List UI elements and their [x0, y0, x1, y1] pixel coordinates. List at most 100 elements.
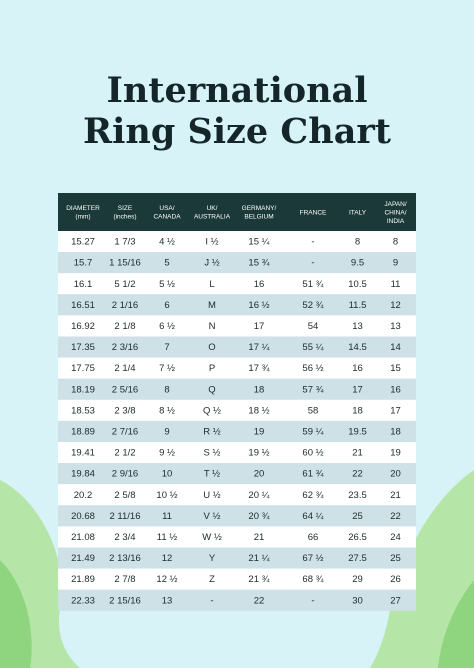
table-cell: 21: [254, 532, 265, 543]
table-cell: 62 ¾: [302, 490, 324, 501]
table-cell: Y: [209, 553, 216, 564]
table-cell: 22.33: [71, 595, 95, 606]
table-cell: 2 11/16: [110, 511, 141, 522]
table-cell: 19 ½: [248, 448, 269, 459]
table-cell: 2 5/8: [114, 490, 135, 501]
table-cell: T ½: [204, 469, 220, 480]
table-cell: 14: [390, 342, 401, 353]
table-cell: 16.1: [74, 279, 93, 290]
table-cell: 22: [390, 511, 401, 522]
table-cell: 2 7/8: [114, 574, 135, 585]
table-cell: 18.53: [71, 405, 95, 416]
table-cell: 20: [254, 469, 265, 480]
table-cell: 16: [254, 279, 265, 290]
table-row: [58, 526, 416, 548]
column-header: DIAMETER: [66, 205, 100, 212]
table-row: [58, 568, 416, 590]
table-cell: 29: [352, 574, 363, 585]
table-cell: V ½: [204, 511, 221, 522]
table-cell: 13: [352, 321, 363, 332]
table-cell: 19.84: [71, 469, 95, 480]
table-row: [58, 420, 416, 442]
table-cell: 5 1/2: [114, 279, 135, 290]
table-cell: 17: [352, 384, 363, 395]
table-cell: 2 1/2: [114, 448, 135, 459]
column-header: (mm): [75, 214, 90, 221]
column-header: FRANCE: [300, 209, 327, 216]
table-cell: 2 9/16: [112, 469, 138, 480]
table-cell: 2 13/16: [109, 553, 141, 564]
table-cell: J ½: [204, 258, 219, 269]
table-cell: 22: [254, 595, 265, 606]
table-cell: 17.75: [71, 363, 95, 374]
table-cell: 51 ¾: [302, 279, 324, 290]
table-cell: 13: [390, 321, 401, 332]
table-row: [58, 336, 416, 358]
table-cell: 2 3/4: [114, 532, 135, 543]
table-cell: 11 ½: [157, 532, 178, 543]
table-cell: 1 15/16: [109, 258, 141, 269]
table-cell: 16 ½: [248, 300, 269, 311]
table-cell: 12: [162, 553, 173, 564]
table-cell: 20.68: [71, 511, 95, 522]
table-cell: 15.7: [74, 258, 93, 269]
table-cell: 2 1/16: [112, 300, 138, 311]
table-row: [58, 399, 416, 421]
table-cell: 19: [390, 448, 401, 459]
table-cell: 52 ¾: [302, 300, 324, 311]
table-row: [58, 463, 416, 485]
table-cell: 8: [355, 237, 360, 248]
table-cell: 2 15/16: [109, 595, 141, 606]
table-cell: 2 1/8: [114, 321, 135, 332]
table-cell: 54: [308, 321, 319, 332]
table-cell: 18.19: [71, 384, 95, 395]
table-cell: 67 ½: [302, 553, 323, 564]
table-cell: 22: [352, 469, 363, 480]
table-cell: U ½: [203, 490, 221, 501]
table-row: [58, 378, 416, 400]
table-cell: I ½: [205, 237, 218, 248]
table-cell: 68 ¾: [302, 574, 324, 585]
table-cell: 20 ¾: [248, 511, 270, 522]
column-header: (inches): [113, 214, 136, 221]
table-cell: 55 ¼: [302, 342, 324, 353]
table-cell: 14.5: [348, 342, 367, 353]
table-cell: 12 ½: [156, 574, 177, 585]
table-cell: 6 ½: [159, 321, 175, 332]
table-cell: 27.5: [348, 553, 367, 564]
table-cell: 19.41: [71, 448, 95, 459]
table-cell: 9.5: [351, 258, 364, 269]
table-cell: 13: [162, 595, 173, 606]
table-cell: -: [311, 237, 314, 248]
column-header: USA/: [159, 205, 174, 212]
table-cell: 21 ¼: [248, 553, 270, 564]
table-cell: 8: [164, 384, 169, 395]
table-cell: 16.92: [71, 321, 95, 332]
table-cell: 5: [164, 258, 169, 269]
table-cell: 8 ½: [159, 405, 175, 416]
table-row: [58, 252, 416, 274]
table-cell: 11.5: [349, 300, 367, 311]
table-cell: 21.08: [71, 532, 95, 543]
table-cell: 9: [393, 258, 398, 269]
table-cell: -: [311, 258, 314, 269]
table-cell: Q ½: [203, 405, 221, 416]
table-cell: 11: [391, 279, 401, 290]
table-cell: 18 ½: [248, 405, 269, 416]
table-row: [58, 442, 416, 464]
table-cell: 2 3/8: [114, 405, 135, 416]
table-cell: 19.5: [348, 426, 367, 437]
table-cell: 21: [390, 490, 401, 501]
column-header: GERMANY/: [242, 205, 277, 212]
table-cell: 4 ½: [159, 237, 175, 248]
table-cell: 17: [254, 321, 265, 332]
column-header: UK/: [207, 205, 218, 212]
column-header: INDIA: [387, 218, 405, 225]
table-cell: 2 3/16: [112, 342, 138, 353]
table-cell: 21 ¾: [248, 574, 270, 585]
column-header: BELGIUM: [244, 214, 273, 221]
table-cell: 7: [164, 342, 169, 353]
table-row: [58, 547, 416, 569]
table-cell: M: [208, 300, 216, 311]
